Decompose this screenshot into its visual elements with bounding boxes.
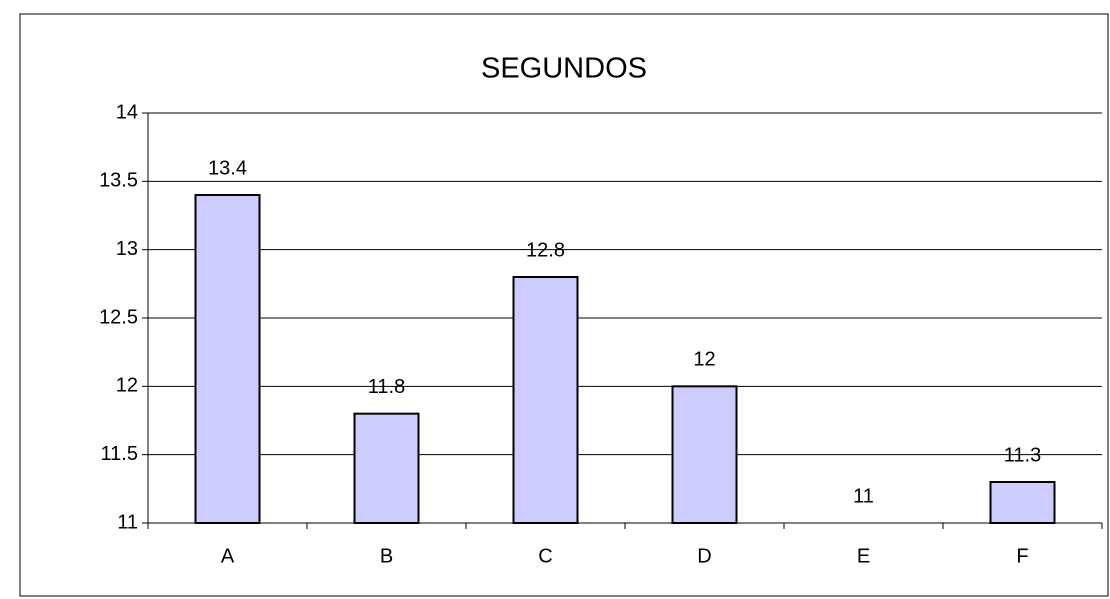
x-tick-label: C	[538, 545, 552, 567]
x-tick-label: B	[380, 545, 393, 567]
x-tick-label: A	[221, 545, 235, 567]
chart-frame	[19, 13, 1109, 597]
y-tick-label: 11	[117, 511, 138, 533]
y-tick-label: 11.5	[101, 443, 138, 465]
data-label: 11.8	[368, 376, 405, 398]
bar	[194, 194, 261, 524]
chart-title: SEGUNDOS	[481, 53, 647, 85]
x-tick-label: D	[697, 545, 711, 567]
y-tick-label: 12.5	[99, 306, 138, 328]
y-tick-label: 13	[116, 238, 138, 260]
x-tick-label: F	[1016, 545, 1028, 567]
data-label: 13.4	[208, 157, 247, 179]
y-tick-label: 14	[116, 101, 138, 123]
data-label: 11	[853, 485, 874, 507]
y-tick-label: 13.5	[99, 170, 138, 192]
data-label: 11.3	[1004, 444, 1041, 466]
data-label: 12.8	[526, 239, 565, 261]
bar	[989, 481, 1056, 524]
y-tick-label: 12	[116, 375, 138, 397]
data-label: 12	[693, 349, 715, 371]
bar	[353, 412, 420, 524]
bar	[512, 276, 579, 524]
bar	[671, 385, 738, 525]
x-tick-label: E	[857, 545, 870, 567]
